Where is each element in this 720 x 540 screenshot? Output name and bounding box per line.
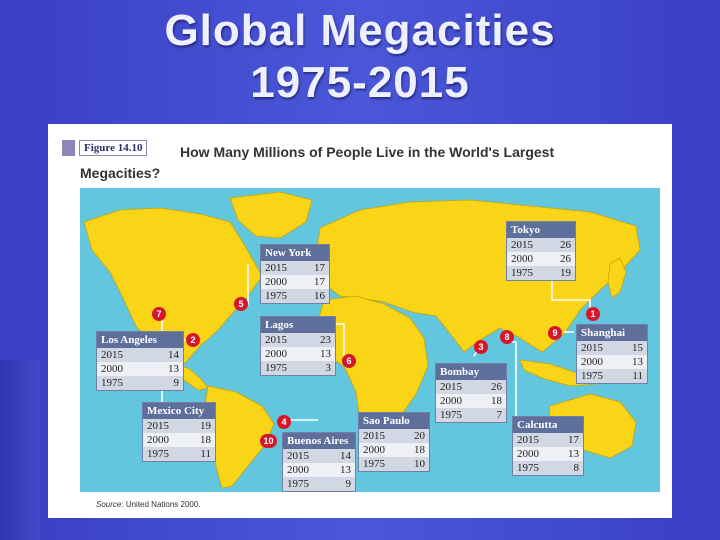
data-row: 2000 13 <box>283 463 355 477</box>
data-row: 1975 10 <box>359 457 429 471</box>
land-north-america <box>83 207 263 365</box>
data-row: 2000 13 <box>513 447 583 461</box>
city-marker-calcutta: 8 <box>500 330 514 344</box>
data-row: 1975 19 <box>507 266 575 280</box>
data-row: 1975 7 <box>436 408 506 422</box>
data-row: 2000 18 <box>359 443 429 457</box>
data-row: 2000 26 <box>507 252 575 266</box>
city-marker-los-angeles: 2 <box>186 333 200 347</box>
data-row: 2000 13 <box>261 347 335 361</box>
data-row: 2015 26 <box>436 380 506 394</box>
data-row: 1975 11 <box>143 447 215 461</box>
data-row: 1975 11 <box>577 369 647 383</box>
city-marker-shanghai: 9 <box>548 326 562 340</box>
city-box-shanghai: Shanghai 2015 15 2000 13 1975 11 <box>576 324 648 384</box>
data-row: 2015 14 <box>283 449 355 463</box>
data-row: 2015 17 <box>513 433 583 447</box>
city-name: Lagos <box>261 317 335 333</box>
data-row: 1975 16 <box>261 289 329 303</box>
land-greenland <box>229 191 313 239</box>
figure-label: Figure 14.10 <box>79 140 148 156</box>
data-row: 2015 20 <box>359 429 429 443</box>
data-row: 1975 8 <box>513 461 583 475</box>
figure-panel: Figure 14.10 How Many Millions of People… <box>48 124 672 518</box>
data-row: 1975 9 <box>97 376 183 390</box>
data-row: 2015 19 <box>143 419 215 433</box>
city-box-new-york: New York 2015 17 2000 17 1975 16 <box>260 244 330 304</box>
city-marker-buenos-aires: 10 <box>260 434 277 448</box>
data-row: 2000 18 <box>436 394 506 408</box>
city-name: Mexico City <box>143 403 215 419</box>
data-row: 2000 13 <box>97 362 183 376</box>
city-name: Tokyo <box>507 222 575 238</box>
city-name: Sao Paulo <box>359 413 429 429</box>
data-row: 2015 23 <box>261 333 335 347</box>
figure-header: Figure 14.10 <box>62 138 153 158</box>
source-text: United Nations 2000. <box>125 500 201 509</box>
city-marker-tokyo: 1 <box>586 307 600 321</box>
city-box-lagos: Lagos 2015 23 2000 13 1975 3 <box>260 316 336 376</box>
city-name: New York <box>261 245 329 261</box>
city-name: Shanghai <box>577 325 647 341</box>
city-box-mexico-city: Mexico City 2015 19 2000 18 1975 11 <box>142 402 216 462</box>
data-row: 2015 15 <box>577 341 647 355</box>
data-row: 2000 18 <box>143 433 215 447</box>
city-box-calcutta: Calcutta 2015 17 2000 13 1975 8 <box>512 416 584 476</box>
slide-decoration <box>0 360 40 540</box>
city-name: Buenos Aires <box>283 433 355 449</box>
city-name: Los Angeles <box>97 332 183 348</box>
city-name: Bombay <box>436 364 506 380</box>
city-marker-new-york: 5 <box>234 297 248 311</box>
city-name: Calcutta <box>513 417 583 433</box>
data-row: 2015 26 <box>507 238 575 252</box>
city-box-buenos-aires: Buenos Aires 2015 14 2000 13 1975 9 <box>282 432 356 492</box>
data-row: 2000 17 <box>261 275 329 289</box>
data-row: 1975 3 <box>261 361 335 375</box>
data-row: 2015 17 <box>261 261 329 275</box>
city-box-los-angeles: Los Angeles 2015 14 2000 13 1975 9 <box>96 331 184 391</box>
city-box-bombay: Bombay 2015 26 2000 18 1975 7 <box>435 363 507 423</box>
data-row: 2015 14 <box>97 348 183 362</box>
figure-marker-square <box>62 140 75 156</box>
data-row: 2000 13 <box>577 355 647 369</box>
data-row: 1975 9 <box>283 477 355 491</box>
source-prefix: Source: <box>96 500 124 509</box>
city-marker-sao-paulo: 4 <box>277 415 291 429</box>
land-japan <box>607 257 627 299</box>
slide-title: Global Megacities <box>164 6 556 55</box>
city-marker-mexico-city: 7 <box>152 307 166 321</box>
city-marker-lagos: 6 <box>342 354 356 368</box>
city-box-tokyo: Tokyo 2015 26 2000 26 1975 19 <box>506 221 576 281</box>
figure-caption: How Many Millions of People Live in the … <box>80 144 555 181</box>
slide-subtitle-years: 1975-2015 <box>250 58 470 107</box>
source-note: Source: United Nations 2000. <box>96 500 201 509</box>
city-box-sao-paulo: Sao Paulo 2015 20 2000 18 1975 10 <box>358 412 430 472</box>
city-marker-bombay: 3 <box>474 340 488 354</box>
